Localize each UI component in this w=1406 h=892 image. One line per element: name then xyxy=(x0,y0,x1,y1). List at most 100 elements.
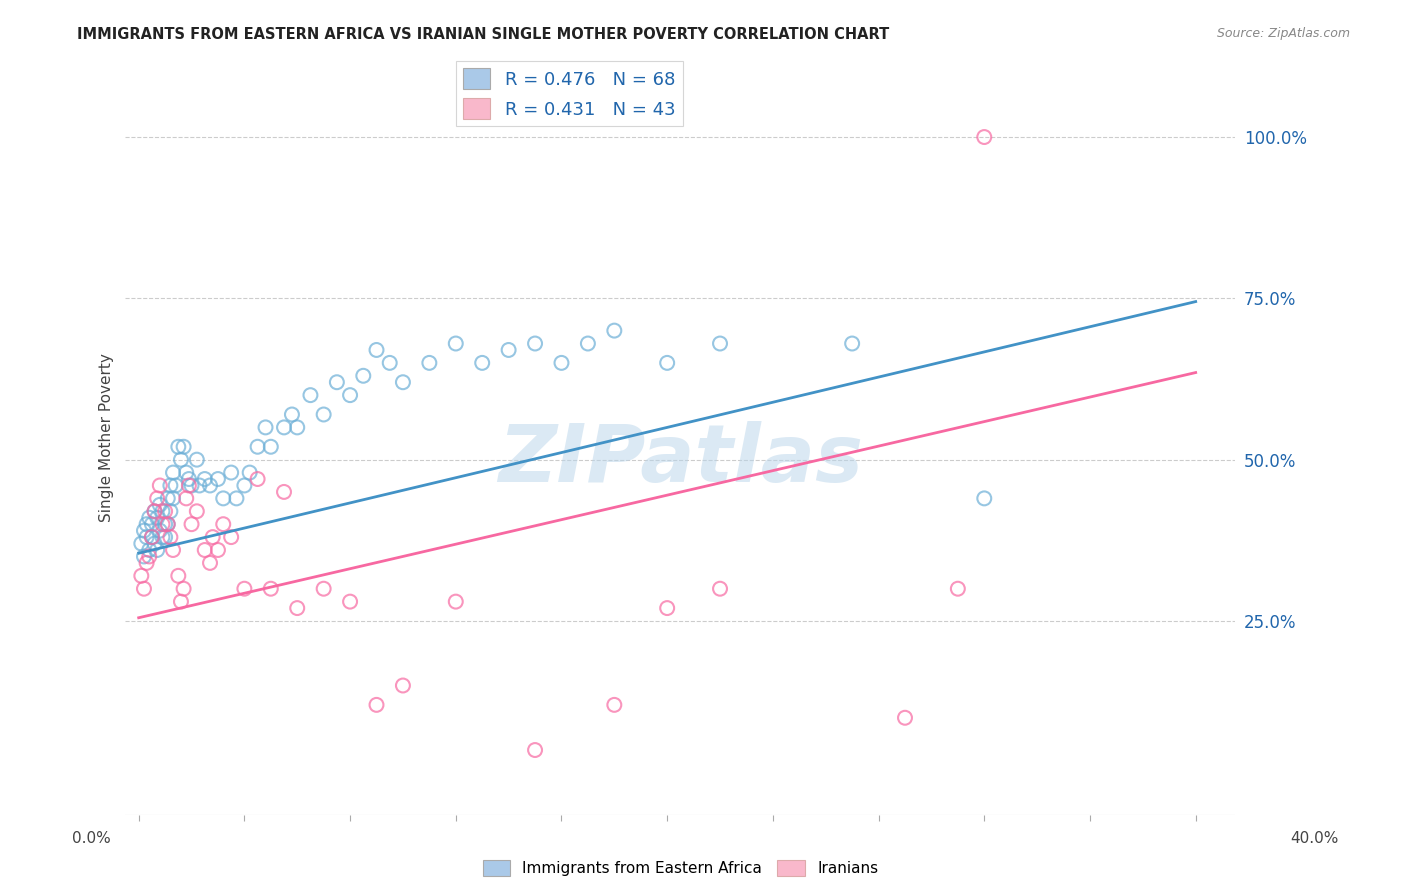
Point xyxy=(312,582,335,596)
Point xyxy=(378,356,401,370)
Point xyxy=(131,536,153,550)
Point xyxy=(246,440,269,454)
Point xyxy=(180,517,202,532)
Point xyxy=(946,582,969,596)
Point xyxy=(709,336,731,351)
Point xyxy=(973,130,995,145)
Point xyxy=(177,478,200,492)
Point xyxy=(524,743,547,757)
Point xyxy=(135,517,157,532)
Point xyxy=(392,679,415,693)
Point xyxy=(149,524,172,538)
Point xyxy=(173,440,195,454)
Point xyxy=(471,356,494,370)
Point xyxy=(156,517,179,532)
Point xyxy=(167,569,190,583)
Point xyxy=(392,376,415,390)
Y-axis label: Single Mother Poverty: Single Mother Poverty xyxy=(100,352,114,522)
Point xyxy=(159,504,181,518)
Point xyxy=(576,336,599,351)
Point xyxy=(973,491,995,506)
Point xyxy=(212,491,235,506)
Point xyxy=(603,698,626,712)
Point xyxy=(219,466,242,480)
Point xyxy=(273,420,295,434)
Point xyxy=(162,466,184,480)
Point xyxy=(174,491,197,506)
Point xyxy=(141,517,163,532)
Point xyxy=(146,510,169,524)
Point xyxy=(152,504,174,518)
Point xyxy=(146,543,169,558)
Point xyxy=(281,408,304,422)
Point xyxy=(194,543,217,558)
Point xyxy=(156,491,179,506)
Point xyxy=(135,530,157,544)
Point xyxy=(603,324,626,338)
Text: 40.0%: 40.0% xyxy=(1291,831,1339,846)
Point xyxy=(239,466,262,480)
Point xyxy=(339,594,361,608)
Point xyxy=(153,517,176,532)
Point xyxy=(550,356,572,370)
Point xyxy=(146,491,169,506)
Text: 0.0%: 0.0% xyxy=(72,831,111,846)
Point xyxy=(141,530,163,544)
Point xyxy=(201,530,224,544)
Point xyxy=(170,452,193,467)
Point xyxy=(165,478,187,492)
Point xyxy=(207,472,229,486)
Point xyxy=(143,504,166,518)
Point xyxy=(186,504,208,518)
Point xyxy=(657,356,679,370)
Point xyxy=(167,440,190,454)
Point xyxy=(894,711,917,725)
Point xyxy=(285,601,308,615)
Point xyxy=(138,549,160,564)
Point xyxy=(132,524,155,538)
Point xyxy=(180,478,202,492)
Point xyxy=(138,543,160,558)
Legend: R = 0.476   N = 68, R = 0.431   N = 43: R = 0.476 N = 68, R = 0.431 N = 43 xyxy=(456,61,683,127)
Point xyxy=(143,536,166,550)
Point xyxy=(174,466,197,480)
Text: Source: ZipAtlas.com: Source: ZipAtlas.com xyxy=(1216,27,1350,40)
Point xyxy=(418,356,440,370)
Point xyxy=(233,478,256,492)
Point xyxy=(194,472,217,486)
Point xyxy=(212,517,235,532)
Point xyxy=(186,452,208,467)
Point xyxy=(657,601,679,615)
Point xyxy=(198,556,221,570)
Point xyxy=(162,543,184,558)
Point xyxy=(188,478,211,492)
Point xyxy=(225,491,247,506)
Text: ZIPatlas: ZIPatlas xyxy=(498,421,863,499)
Point xyxy=(207,543,229,558)
Point xyxy=(135,556,157,570)
Point xyxy=(219,530,242,544)
Point xyxy=(132,549,155,564)
Point xyxy=(156,517,179,532)
Point xyxy=(366,698,388,712)
Point xyxy=(138,510,160,524)
Point xyxy=(498,343,520,357)
Point xyxy=(299,388,322,402)
Point xyxy=(159,478,181,492)
Point xyxy=(273,484,295,499)
Point xyxy=(233,582,256,596)
Point xyxy=(444,594,467,608)
Point xyxy=(141,530,163,544)
Point xyxy=(149,478,172,492)
Point xyxy=(149,498,172,512)
Point xyxy=(162,491,184,506)
Point xyxy=(153,530,176,544)
Point xyxy=(285,420,308,434)
Point xyxy=(246,472,269,486)
Point xyxy=(841,336,863,351)
Point xyxy=(152,530,174,544)
Point xyxy=(173,582,195,596)
Point xyxy=(352,368,374,383)
Point xyxy=(159,530,181,544)
Point xyxy=(143,504,166,518)
